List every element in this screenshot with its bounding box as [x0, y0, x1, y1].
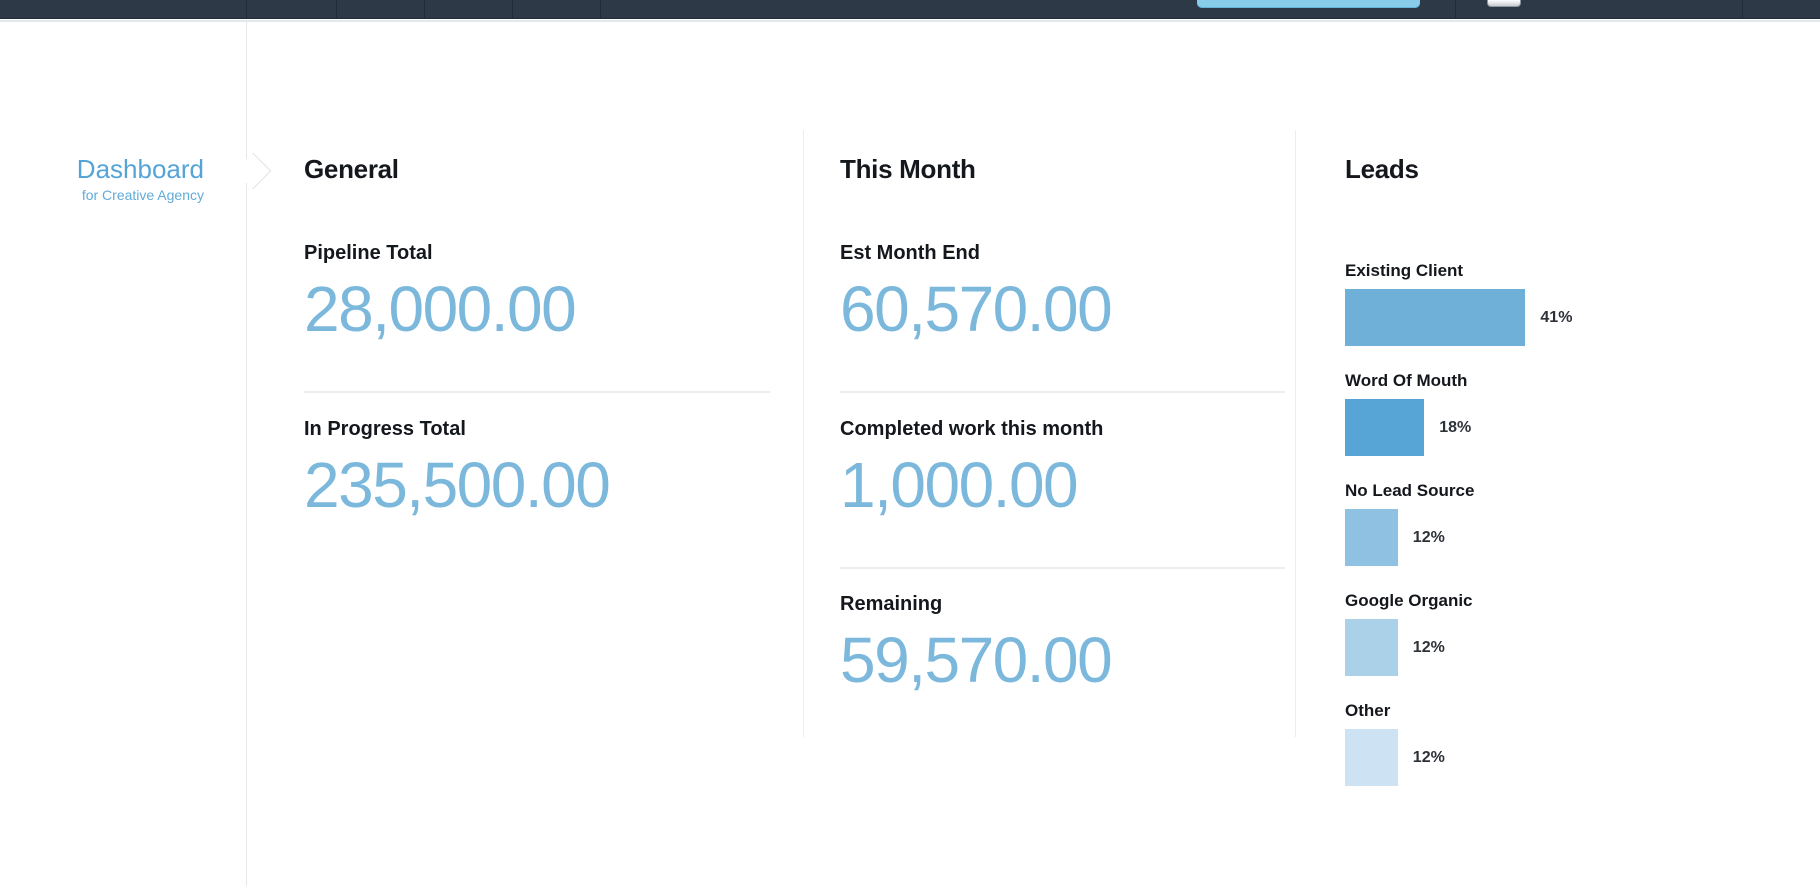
- top-navbar: [0, 0, 1820, 19]
- lead-bar: [1345, 399, 1425, 456]
- this-month-section: This Month Est Month End 60,570.00 Compl…: [840, 156, 1286, 692]
- lead-item: No Lead Source 12%: [1345, 480, 1775, 566]
- metric-divider: [840, 391, 1285, 393]
- navbar-tab-divider: [600, 0, 601, 19]
- metric-label: Remaining: [840, 593, 943, 615]
- section-title: Leads: [1345, 154, 1419, 184]
- navbar-tab-divider: [424, 0, 425, 19]
- lead-category-label: Word Of Mouth: [1345, 371, 1468, 390]
- user-avatar[interactable]: [1487, 0, 1521, 7]
- lead-category-label: Other: [1345, 701, 1391, 720]
- lead-percent-label: 12%: [1412, 748, 1445, 766]
- navbar-tab-divider: [336, 0, 337, 19]
- lead-item: Google Organic 12%: [1345, 590, 1775, 676]
- metric-label: Completed work this month: [840, 418, 1104, 440]
- general-section: General Pipeline Total 28,000.00 In Prog…: [304, 156, 772, 517]
- metric-divider: [304, 391, 770, 393]
- active-item-chevron-icon: [234, 152, 272, 190]
- lead-category-label: Existing Client: [1345, 261, 1464, 280]
- dashboard-nav-label[interactable]: Dashboard: [76, 154, 204, 184]
- dashboard-nav-sublabel: for Creative Agency: [81, 187, 204, 203]
- lead-percent-label: 41%: [1540, 308, 1573, 326]
- metric-label: In Progress Total: [304, 418, 466, 440]
- lead-item: Word Of Mouth 18%: [1345, 370, 1775, 456]
- metric-value: 235,500.00: [304, 449, 611, 521]
- metric-value: 59,570.00: [840, 624, 1113, 696]
- column-divider: [803, 130, 804, 737]
- navbar-tab-divider: [512, 0, 513, 19]
- sidebar-divider: [246, 21, 247, 886]
- leads-section: Leads Existing Client 41% Word Of Mouth …: [1345, 156, 1775, 786]
- navbar-action-button[interactable]: [1197, 0, 1420, 8]
- metric-label: Est Month End: [840, 242, 980, 264]
- metric-divider: [840, 567, 1285, 569]
- lead-category-label: No Lead Source: [1345, 481, 1475, 500]
- metric-value: 60,570.00: [840, 273, 1113, 345]
- section-title: This Month: [840, 154, 976, 184]
- navbar-tab-divider: [246, 0, 247, 19]
- lead-percent-label: 12%: [1412, 638, 1445, 656]
- metric-label: Pipeline Total: [304, 242, 433, 264]
- column-divider: [1295, 130, 1296, 737]
- lead-item: Other 12%: [1345, 700, 1775, 786]
- lead-bar: [1345, 619, 1398, 676]
- navbar-section-divider: [1742, 0, 1743, 19]
- lead-bar: [1345, 509, 1398, 566]
- sidebar-item-dashboard[interactable]: Dashboard for Creative Agency: [0, 156, 204, 204]
- navbar-section-divider: [1455, 0, 1456, 19]
- lead-category-label: Google Organic: [1345, 591, 1473, 610]
- lead-bar: [1345, 729, 1398, 786]
- lead-percent-label: 12%: [1412, 528, 1445, 546]
- lead-bar: [1345, 289, 1526, 346]
- metric-value: 1,000.00: [840, 449, 1079, 521]
- navbar-accent-line: [0, 20, 1820, 22]
- lead-percent-label: 18%: [1439, 418, 1472, 436]
- metric-value: 28,000.00: [304, 273, 577, 345]
- lead-item: Existing Client 41%: [1345, 260, 1775, 346]
- section-title: General: [304, 154, 399, 184]
